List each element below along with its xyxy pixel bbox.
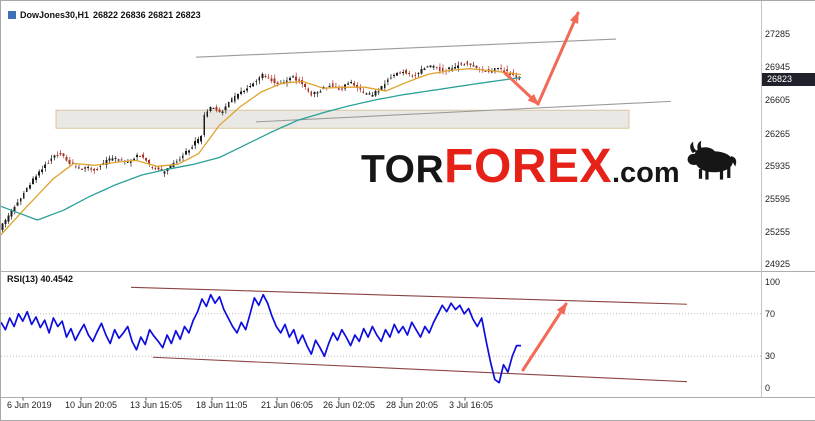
price-pullback-arrow <box>503 71 540 106</box>
watermark-com: .com <box>611 157 680 189</box>
watermark-forex: FOREX <box>444 140 612 193</box>
rsi-rally-arrow <box>521 302 568 372</box>
symbol-ohlc-label: DowJones30,H1 26822 26836 26821 26823 <box>8 10 201 20</box>
rsi-indicator-label: RSI(13) 40.4542 <box>7 274 73 284</box>
current-price-badge: 26823 <box>762 72 815 86</box>
bull-logo-icon <box>687 140 736 180</box>
chart-icon <box>8 11 16 19</box>
price-rally-arrow <box>536 11 580 106</box>
rsi-name: RSI(13) <box>7 274 39 284</box>
torforex-watermark: TOR FOREX .com <box>361 139 737 194</box>
rsi-value: 40.4542 <box>40 274 74 284</box>
symbol-name: DowJones30,H1 <box>20 10 90 20</box>
ohlc-values: 26822 26836 26821 26823 <box>93 10 201 20</box>
watermark-tor: TOR <box>361 148 445 191</box>
